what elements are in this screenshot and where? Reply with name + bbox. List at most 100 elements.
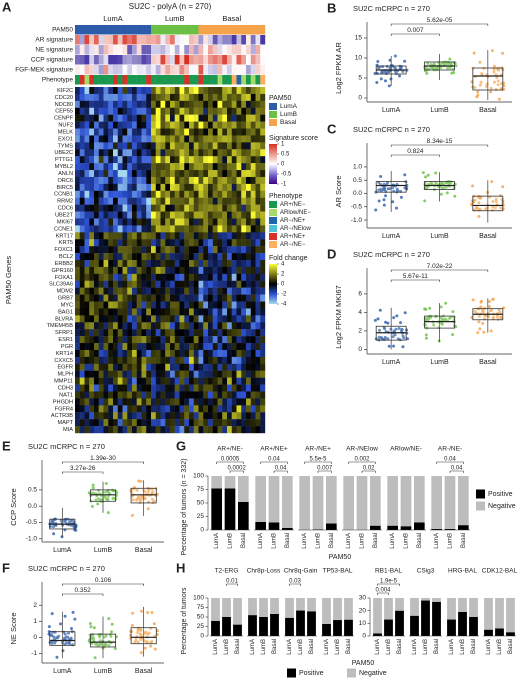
heatmap-cell [170,183,175,191]
heatmap-cell [117,349,123,358]
heatmap-cell [94,135,99,143]
heatmap-cell [241,225,247,233]
panel-subtitle: Chr8q-Gain [284,568,318,575]
heatmap-cell [160,391,166,399]
heatmap-cell [260,426,266,434]
heatmap-cell [108,211,114,219]
heatmap-cell [246,93,251,102]
heatmap-cell [79,322,85,330]
heatmap-cell [113,232,118,240]
heatmap-cell [203,128,209,136]
heatmap-cell [255,107,261,115]
jitter-point [91,483,95,487]
jitter-point [135,498,139,502]
heatmap-cell [179,239,185,247]
heatmap-cell [208,121,213,129]
x-tick-label: Basal [461,533,467,548]
heatmap-cell [184,329,190,337]
heatmap-cell [98,322,104,330]
heatmap-cell [84,273,90,281]
heatmap-cell [212,170,218,178]
heatmap-cell [155,190,161,198]
heatmap-cell [227,135,232,143]
jitter-point [439,63,443,67]
annotation-cell [260,25,266,35]
heatmap-cell [189,287,194,295]
heatmap-cell [236,329,242,337]
heatmap-cell [165,266,171,275]
heatmap-cell [208,412,213,420]
heatmap-cell [193,260,199,268]
heatmap-cell [250,197,256,205]
heatmap-cell [184,114,190,122]
heatmap-cell [184,128,190,136]
heatmap-cell [79,329,85,337]
heatmap-cell [212,280,218,288]
heatmap-cell [222,176,228,185]
heatmap-cell [132,308,137,316]
heatmap-cell [193,280,199,288]
jitter-point [71,610,75,614]
heatmap-cell [89,128,95,136]
heatmap-cell [250,239,256,247]
heatmap-cell [141,280,147,288]
heatmap-cell [132,322,137,330]
heatmap-cell [179,156,185,164]
jitter-point [476,90,480,94]
heatmap-cell [208,349,213,358]
heatmap-cell [198,294,204,302]
heatmap-cell [212,142,218,150]
annotation-cell [103,35,109,45]
heatmap-cell [241,280,247,288]
jitter-point [485,84,489,88]
heatmap-cell [217,412,223,420]
heatmap-cell [198,246,204,254]
gene-label: UBE2T [55,213,74,219]
bar-negative [233,598,242,625]
annotation-cell [103,75,109,85]
heatmap-cell [217,287,223,295]
heatmap-cell [255,273,261,281]
jitter-point [378,328,382,332]
heatmap-cell [127,128,133,136]
heatmap-cell [75,349,80,358]
heatmap-cell [141,349,147,358]
heatmap-cell [108,315,114,323]
heatmap-cell [94,163,99,171]
jitter-point [94,498,98,502]
heatmap-cell [212,405,218,413]
heatmap-cell [94,190,99,198]
heatmap-cell [151,391,156,399]
heatmap-cell [250,190,256,198]
jitter-point [396,337,400,341]
jitter-point [383,327,387,331]
heatmap-cell [198,322,204,330]
heatmap-cell [146,176,152,185]
gene-label: ACTR3B [51,413,73,419]
heatmap-cell [208,287,213,295]
heatmap-cell [236,398,242,406]
y-tick-label: 0.5 [28,487,37,494]
bar-positive [307,611,316,636]
heatmap-cell [260,294,266,302]
jitter-point [378,308,382,312]
heatmap-cell [155,426,161,434]
legend-label: Negative [488,503,516,510]
jitter-point [425,71,429,75]
jitter-point [139,495,143,499]
annotation-cell [108,65,114,75]
heatmap-cell [203,398,209,406]
heatmap-cell [141,135,147,143]
heatmap-cell [155,197,161,205]
heatmap-cell [170,322,175,330]
heatmap-cell [174,322,180,330]
heatmap-cell [250,336,256,344]
jitter-point [428,306,432,310]
jitter-point [439,181,443,185]
heatmap-cell [117,384,123,392]
heatmap-cell [160,363,166,371]
heatmap-cell [246,398,251,406]
heatmap-cell [98,280,104,288]
heatmap-cell [222,246,228,254]
